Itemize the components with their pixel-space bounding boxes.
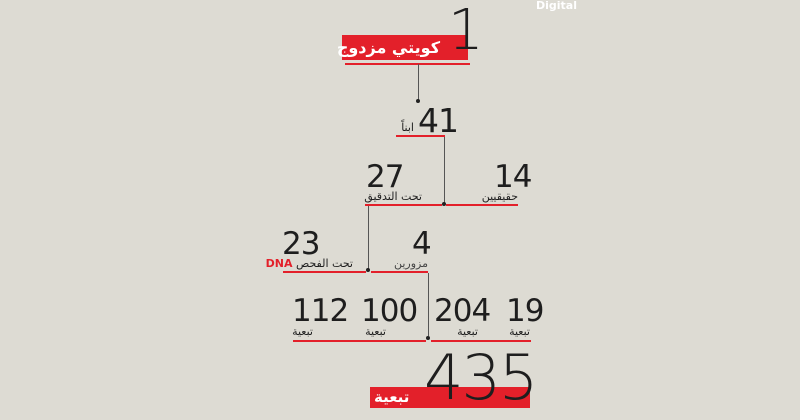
- fake-value: 4: [412, 226, 432, 262]
- dependents-label: تبعية: [365, 325, 386, 338]
- dependents-label: تبعية: [292, 325, 313, 338]
- dna-value: 23: [282, 226, 320, 262]
- connector: [368, 206, 369, 269]
- dependents-value: 204: [434, 293, 491, 329]
- children-value: 41: [418, 101, 459, 140]
- dependents-value: 100: [361, 293, 418, 329]
- dependents-value: 112: [292, 293, 349, 329]
- root-value: 1: [448, 0, 484, 63]
- dna-label-row: تحت الفحص DNA: [266, 258, 353, 270]
- connector: [428, 273, 429, 336]
- divider: [365, 204, 442, 206]
- dna-label: تحت الفحص: [295, 257, 353, 270]
- dna-tag: DNA: [265, 257, 293, 270]
- total-label: تبعية: [374, 388, 410, 406]
- root-label-box: كويتي مزدوج: [337, 35, 468, 60]
- connector-dot: [416, 99, 420, 103]
- divider: [293, 340, 426, 342]
- fake-label: مزورين: [393, 257, 428, 270]
- divider: [396, 135, 445, 137]
- divider: [345, 63, 470, 65]
- divider: [283, 271, 366, 273]
- connector: [418, 64, 419, 100]
- total-label-box: تبعية: [370, 387, 530, 408]
- dependents-label: تبعية: [509, 325, 530, 338]
- dependents-value: 19: [506, 293, 544, 329]
- connector-dot: [442, 202, 446, 206]
- checking-value: 27: [366, 159, 404, 195]
- checking-label: تحت التدقيق: [364, 190, 422, 203]
- logo: Digital: [536, 0, 577, 12]
- connector: [444, 137, 445, 203]
- connector-dot: [366, 268, 370, 272]
- divider: [371, 271, 428, 273]
- connector-dot: [426, 336, 430, 340]
- divider: [446, 204, 518, 206]
- root-label: كويتي مزدوج: [336, 38, 440, 57]
- real-value: 14: [494, 159, 532, 195]
- total-value: 435: [424, 341, 538, 414]
- dependents-label: تبعية: [457, 325, 478, 338]
- children-label: ابناً: [401, 121, 414, 134]
- real-label: حقيقيين: [481, 190, 518, 203]
- divider: [431, 340, 531, 342]
